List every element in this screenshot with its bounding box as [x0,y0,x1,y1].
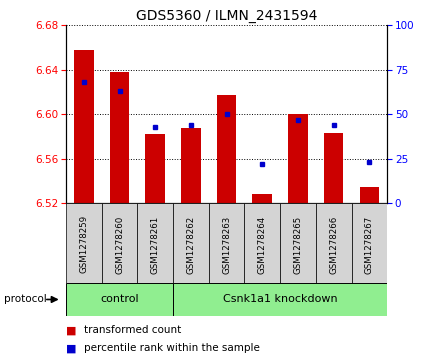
Bar [137,203,173,283]
Title: GDS5360 / ILMN_2431594: GDS5360 / ILMN_2431594 [136,9,317,23]
Bar [288,114,308,203]
Bar [173,283,387,316]
Text: GSM1278261: GSM1278261 [151,215,160,273]
Text: protocol: protocol [4,294,47,305]
Text: percentile rank within the sample: percentile rank within the sample [84,343,260,354]
Bar [145,134,165,203]
Text: GSM1278259: GSM1278259 [79,215,88,273]
Bar [66,283,173,316]
Bar [102,203,137,283]
Text: control: control [100,294,139,305]
Bar [253,194,272,203]
Bar [217,95,236,203]
Text: ■: ■ [66,325,77,335]
Text: GSM1278266: GSM1278266 [329,215,338,273]
Bar [280,203,316,283]
Bar [74,50,94,203]
Bar [352,203,387,283]
Text: GSM1278265: GSM1278265 [293,215,302,273]
Text: Csnk1a1 knockdown: Csnk1a1 knockdown [223,294,337,305]
Bar [173,203,209,283]
Bar [316,203,352,283]
Text: GSM1278263: GSM1278263 [222,215,231,273]
Text: GSM1278267: GSM1278267 [365,215,374,273]
Bar [324,133,344,203]
Text: GSM1278260: GSM1278260 [115,215,124,273]
Bar [66,203,102,283]
Bar [245,203,280,283]
Text: GSM1278264: GSM1278264 [258,215,267,273]
Bar [209,203,245,283]
Bar [181,128,201,203]
Text: ■: ■ [66,343,77,354]
Bar [110,72,129,203]
Text: GSM1278262: GSM1278262 [187,215,195,273]
Text: transformed count: transformed count [84,325,181,335]
Bar [359,187,379,203]
